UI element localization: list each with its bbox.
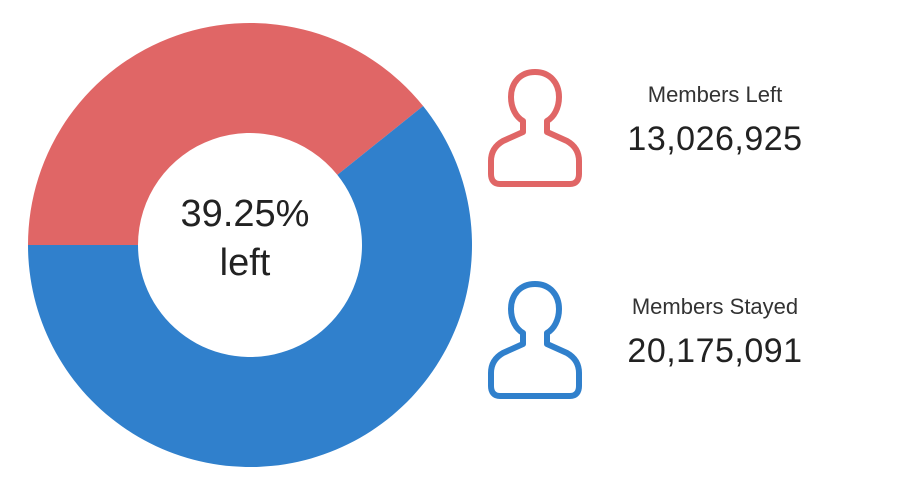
center-percent: 39.25% <box>180 193 310 235</box>
donut-chart <box>28 22 472 468</box>
stat-members-stayed: Members Stayed 20,175,091 <box>480 270 880 410</box>
user-icon <box>488 69 582 187</box>
members-left-value: 13,026,925 <box>627 120 803 158</box>
members-stayed-label: Members Stayed <box>631 294 799 319</box>
user-icon <box>488 281 582 399</box>
slice-members-left <box>28 22 424 245</box>
members-stayed-value: 20,175,091 <box>627 332 803 370</box>
center-caption: left <box>219 242 271 285</box>
center-label: 39.25% left <box>125 190 365 289</box>
members-left-label: Members Left <box>647 82 783 107</box>
stat-members-left: Members Left 13,026,925 <box>480 58 880 198</box>
slice-members-stayed <box>28 106 472 468</box>
donut-slices <box>28 22 472 468</box>
